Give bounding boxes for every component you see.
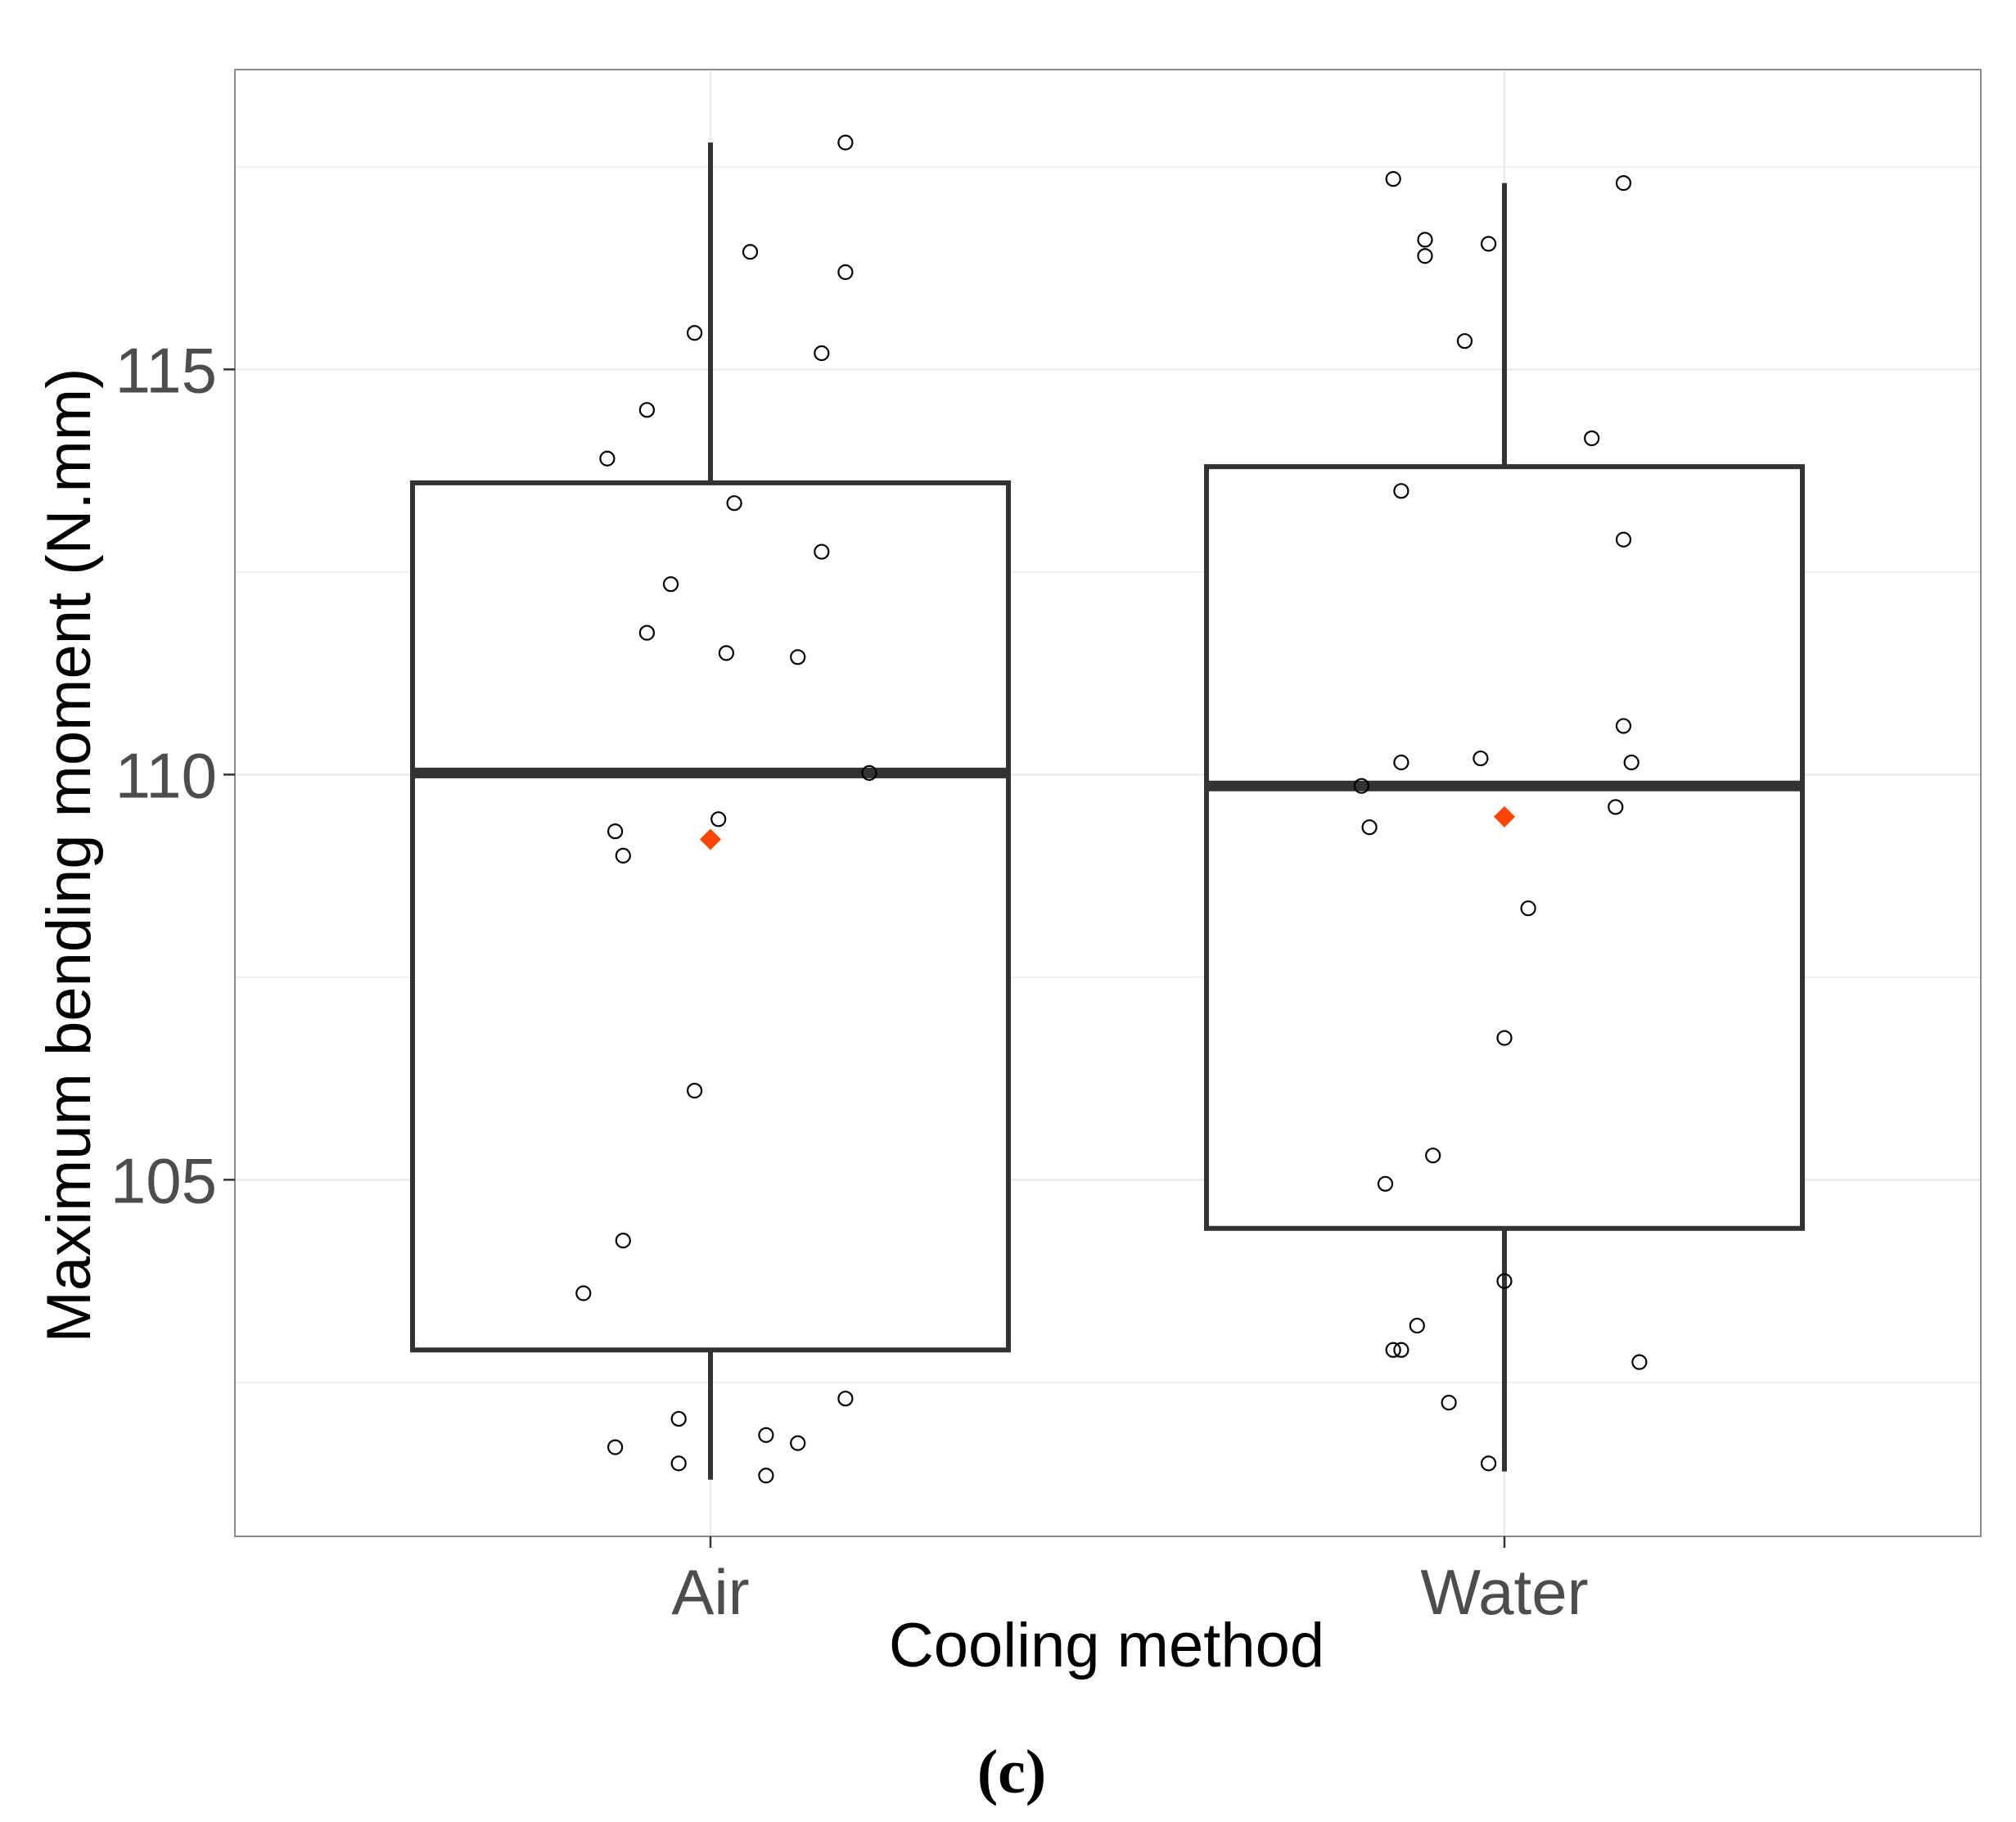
- data-point: [1409, 1317, 1425, 1334]
- x-axis-title: Cooling method: [889, 1611, 1324, 1680]
- data-point: [837, 264, 854, 281]
- data-point: [1417, 248, 1433, 264]
- y-axis-title: Maximum bending moment (N.mm): [34, 368, 104, 1343]
- data-point: [615, 1233, 631, 1249]
- data-point: [1615, 531, 1632, 548]
- data-point: [1480, 236, 1497, 252]
- data-point: [758, 1427, 774, 1443]
- x-tick-label: Water: [1420, 1556, 1588, 1628]
- data-point: [575, 1285, 592, 1301]
- data-point: [1496, 1273, 1513, 1289]
- data-point: [1441, 1395, 1457, 1411]
- data-point: [1417, 232, 1433, 248]
- data-points: [575, 134, 1648, 1484]
- data-point: [1425, 1148, 1441, 1164]
- data-point: [726, 495, 742, 512]
- boxes: [410, 142, 1805, 1480]
- data-point: [670, 1410, 687, 1427]
- data-point: [1623, 754, 1639, 771]
- data-point: [814, 543, 830, 560]
- data-point: [861, 764, 877, 781]
- y-tick-label: 110: [115, 739, 217, 811]
- data-point: [1584, 430, 1600, 447]
- mean-markers: [700, 805, 1515, 850]
- data-point: [1377, 1175, 1394, 1192]
- data-point: [1393, 483, 1409, 499]
- data-point: [638, 625, 656, 641]
- data-point: [742, 244, 759, 260]
- data-point: [1353, 778, 1370, 794]
- data-point: [638, 402, 656, 418]
- data-point: [1615, 175, 1632, 192]
- data-point: [686, 325, 703, 341]
- data-point: [1361, 819, 1378, 836]
- air-box: [410, 480, 1011, 1353]
- data-point: [1496, 1030, 1513, 1046]
- data-point: [607, 823, 624, 840]
- data-point: [615, 847, 631, 864]
- data-point: [1473, 750, 1489, 767]
- data-point: [1608, 799, 1624, 815]
- data-point: [1631, 1354, 1648, 1370]
- data-point: [790, 649, 806, 665]
- data-point: [599, 450, 616, 467]
- data-point: [837, 1391, 854, 1407]
- data-point: [1385, 171, 1401, 187]
- data-point: [1615, 718, 1632, 734]
- axes: 105 110 115 Air Water: [110, 334, 1589, 1628]
- data-point: [1385, 1342, 1401, 1358]
- data-point: [1520, 900, 1536, 917]
- air-mean-marker: [700, 828, 721, 850]
- data-point: [1456, 333, 1473, 350]
- data-point: [1393, 1342, 1409, 1358]
- x-tick-label: Air: [671, 1556, 749, 1628]
- water-box: [1204, 464, 1805, 1231]
- data-point: [790, 1435, 806, 1451]
- data-point: [814, 345, 830, 362]
- y-tick-label: 105: [110, 1144, 217, 1216]
- data-point: [718, 645, 735, 661]
- data-point: [662, 576, 679, 593]
- data-point: [1393, 754, 1409, 771]
- data-point: [686, 1082, 703, 1099]
- water-mean-marker: [1494, 805, 1515, 828]
- data-point: [710, 811, 727, 828]
- data-point: [670, 1455, 687, 1472]
- panel-label: (c): [977, 1738, 1046, 1806]
- data-point: [758, 1468, 774, 1484]
- y-tick-label: 115: [115, 334, 217, 406]
- data-point: [607, 1439, 624, 1455]
- data-point: [1480, 1455, 1497, 1472]
- plot-panel-border: [234, 69, 1982, 1537]
- data-point: [837, 134, 854, 151]
